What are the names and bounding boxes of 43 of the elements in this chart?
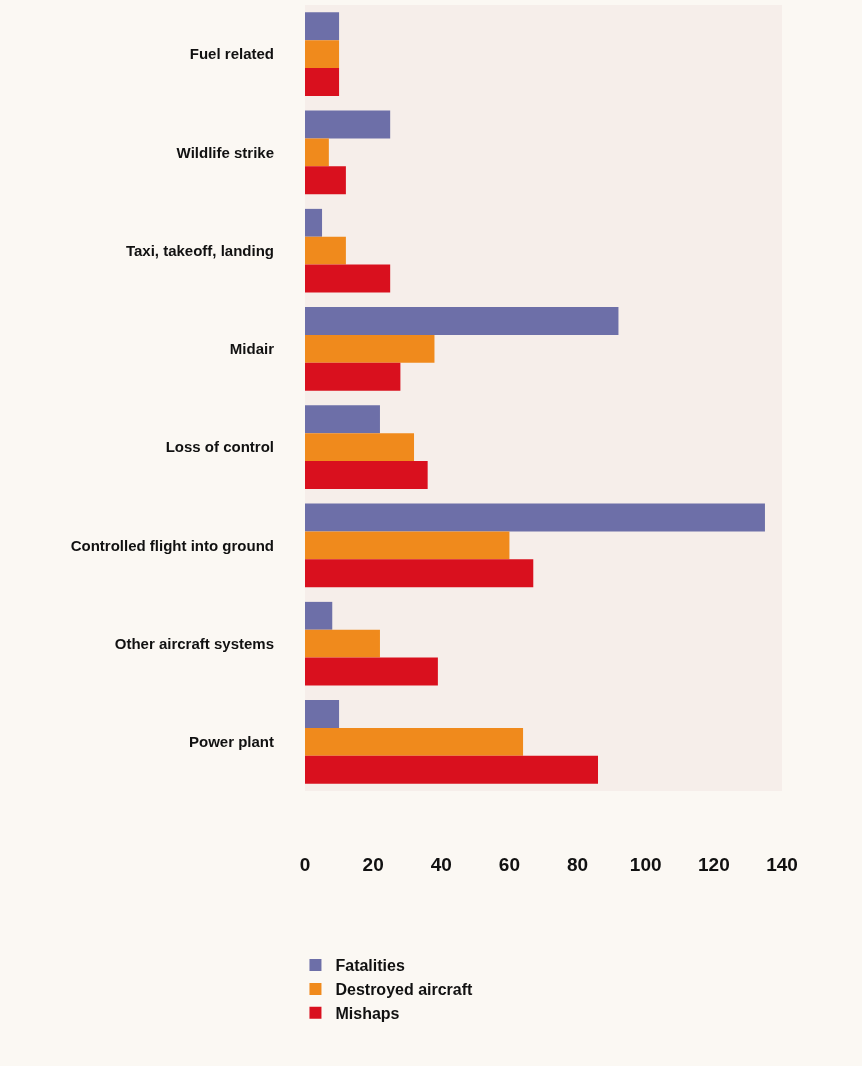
bar <box>305 727 524 756</box>
bar <box>305 264 391 293</box>
y-tick-label: Fuel related <box>189 45 274 63</box>
y-tick-label: Controlled flight into ground <box>70 536 274 554</box>
y-tick-label: Wildlife strike <box>176 143 274 161</box>
y-tick-label: Power plant <box>188 733 274 751</box>
x-tick-label: 20 <box>362 854 384 875</box>
y-tick-label: Taxi, takeoff, landing <box>125 241 274 259</box>
bar <box>305 166 346 195</box>
x-tick-label: 60 <box>498 854 520 875</box>
bar <box>305 110 391 139</box>
x-tick-label: 120 <box>698 854 730 875</box>
bar <box>305 700 340 728</box>
bar <box>305 12 340 41</box>
x-tick-label: 80 <box>567 854 589 875</box>
bar <box>305 208 323 237</box>
legend-label: Destroyed aircraft <box>335 981 474 999</box>
bar <box>305 503 765 532</box>
bar <box>305 629 380 658</box>
y-tick-label: Loss of control <box>165 438 274 456</box>
legend-label: Mishaps <box>335 1004 400 1022</box>
bar <box>305 433 415 462</box>
bar <box>305 362 401 391</box>
bar <box>305 68 340 96</box>
bar <box>305 307 619 335</box>
y-tick-label: Other aircraft systems <box>114 634 274 652</box>
x-tick-label: 140 <box>766 854 798 875</box>
bar <box>305 405 380 434</box>
bar <box>305 236 346 265</box>
bar <box>305 531 510 560</box>
bar <box>305 334 435 363</box>
x-tick-label: 0 <box>299 854 311 875</box>
bar <box>305 40 340 69</box>
legend-label: Fatalities <box>335 957 405 975</box>
bar <box>305 657 438 686</box>
bar <box>305 138 329 167</box>
bar <box>305 559 534 588</box>
bar <box>305 755 599 784</box>
bar <box>305 461 428 489</box>
x-tick-label: 100 <box>629 854 662 875</box>
x-tick-label: 40 <box>430 854 452 875</box>
bar <box>305 601 333 630</box>
y-tick-label: Midair <box>229 340 275 358</box>
